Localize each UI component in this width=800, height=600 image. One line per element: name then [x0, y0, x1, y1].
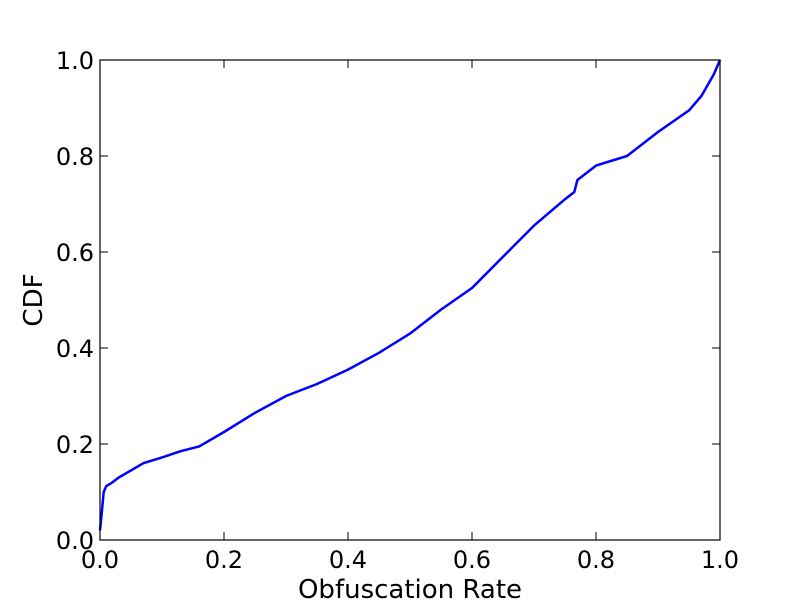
x-tick-label: 0.8 — [577, 546, 615, 574]
x-axis-label: Obfuscation Rate — [298, 575, 522, 600]
cdf-line — [98, 59, 722, 531]
x-tick-label: 0.2 — [205, 546, 243, 574]
y-tick-label: 0.2 — [56, 431, 94, 459]
tick-labels: 0.0 0.2 0.4 0.6 0.8 1.0 0.0 0.2 0.4 0.6 0.8 1.0 — [56, 47, 739, 574]
y-tick-label: 0.6 — [56, 239, 94, 267]
x-tick-label: 1.0 — [701, 546, 739, 574]
y-tick-label: 1.0 — [56, 47, 94, 75]
x-tick-label: 0.4 — [329, 546, 367, 574]
plot-frame — [99, 59, 721, 541]
y-tick-label: 0.8 — [56, 143, 94, 171]
y-tick-label: 0.0 — [56, 527, 94, 555]
x-tick-label: 0.6 — [453, 546, 491, 574]
axis-ticks — [99, 59, 721, 541]
y-tick-label: 0.4 — [56, 335, 94, 363]
x-tick-label: 0.0 — [81, 546, 119, 574]
y-axis-label: CDF — [19, 273, 49, 326]
